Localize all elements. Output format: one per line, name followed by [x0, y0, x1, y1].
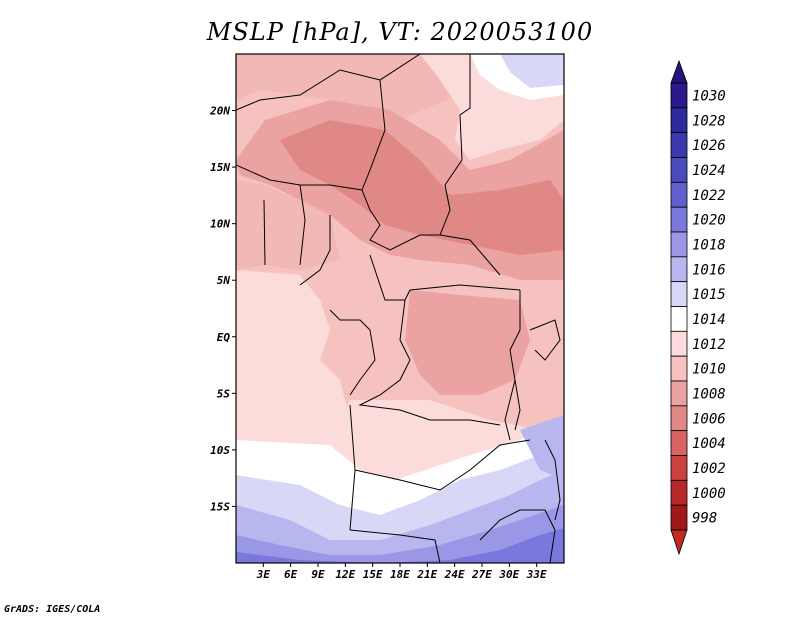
colorbar-label: 1008 [692, 386, 726, 402]
lon-tick-label: 12E [335, 568, 355, 581]
colorbar-swatch [670, 256, 688, 283]
colorbar-swatch [670, 479, 688, 506]
lon-tick-label: 21E [416, 568, 437, 581]
latitude-axis: 20N 15N 10N 5N EQ 5S 10S 15S [209, 105, 236, 513]
lat-tick-label: 15N [210, 161, 230, 174]
map-title: MSLP [hPa], VT: 2020053100 [206, 18, 594, 46]
colorbar-label: 1022 [692, 188, 726, 204]
lat-tick-label: EQ [217, 331, 231, 344]
colorbar-label: 1014 [692, 312, 726, 328]
colorbar-swatch [670, 330, 688, 357]
colorbar-swatch [670, 455, 688, 481]
footer-credit: GrADS: IGES/COLA [4, 604, 101, 615]
colorbar-swatch [670, 107, 688, 134]
lat-tick-label: 10S [210, 444, 230, 457]
lon-tick-label: 9E [311, 568, 325, 581]
lat-tick-label: 5S [217, 387, 231, 400]
colorbar-swatch [670, 355, 688, 382]
colorbar-label: 1000 [692, 486, 726, 502]
lon-tick-label: 30E [498, 568, 519, 581]
colorbar-swatch [670, 181, 688, 208]
colorbar-label: 1012 [692, 337, 726, 353]
colorbar-swatch [670, 405, 688, 432]
colorbar-label: 1015 [692, 287, 726, 303]
lat-tick-label: 20N [209, 105, 230, 118]
colorbar-label: 1010 [692, 362, 726, 378]
colorbar-swatch [670, 430, 688, 456]
colorbar-swatch [670, 132, 688, 158]
colorbar-max-triangle [670, 59, 688, 84]
colorbar-label: 1006 [692, 411, 726, 427]
colorbar: 1030 1028 1026 1024 1022 1020 1018 1016 1015 1014… [670, 59, 726, 556]
lon-tick-label: 3E [256, 568, 271, 581]
lon-tick-label: 15E [363, 568, 383, 581]
colorbar-swatch [670, 281, 688, 307]
colorbar-label: 1026 [692, 138, 726, 154]
colorbar-label: 1020 [692, 213, 726, 229]
longitude-axis: 3E 6E 9E 12E 15E 18E 21E 24E 27E 30E 33E [256, 563, 547, 581]
colorbar-swatch [670, 504, 688, 531]
lon-tick-label: 6E [284, 568, 298, 581]
colorbar-label: 1016 [692, 262, 726, 278]
colorbar-label: 1024 [692, 163, 726, 179]
colorbar-swatch [670, 206, 688, 233]
lat-tick-label: 15S [210, 500, 230, 513]
colorbar-swatch [670, 157, 688, 183]
lat-tick-label: 10N [210, 218, 230, 231]
colorbar-swatch [670, 82, 688, 109]
pressure-field [236, 54, 564, 563]
colorbar-label: 1030 [692, 88, 726, 104]
lon-tick-label: 33E [526, 568, 547, 581]
colorbar-swatch [670, 231, 688, 258]
country-borders [236, 54, 561, 563]
colorbar-label: 1002 [692, 461, 726, 477]
colorbar-label: 1028 [692, 113, 726, 129]
colorbar-label: 1018 [692, 237, 726, 253]
lon-tick-label: 27E [471, 568, 492, 581]
colorbar-label: 1004 [692, 436, 726, 452]
lon-tick-label: 18E [390, 568, 410, 581]
colorbar-min-triangle [670, 529, 688, 556]
colorbar-swatch [670, 306, 688, 332]
lon-tick-label: 24E [444, 568, 465, 581]
colorbar-swatch [670, 380, 688, 407]
lat-tick-label: 5N [217, 274, 231, 287]
colorbar-label: 998 [692, 511, 717, 527]
